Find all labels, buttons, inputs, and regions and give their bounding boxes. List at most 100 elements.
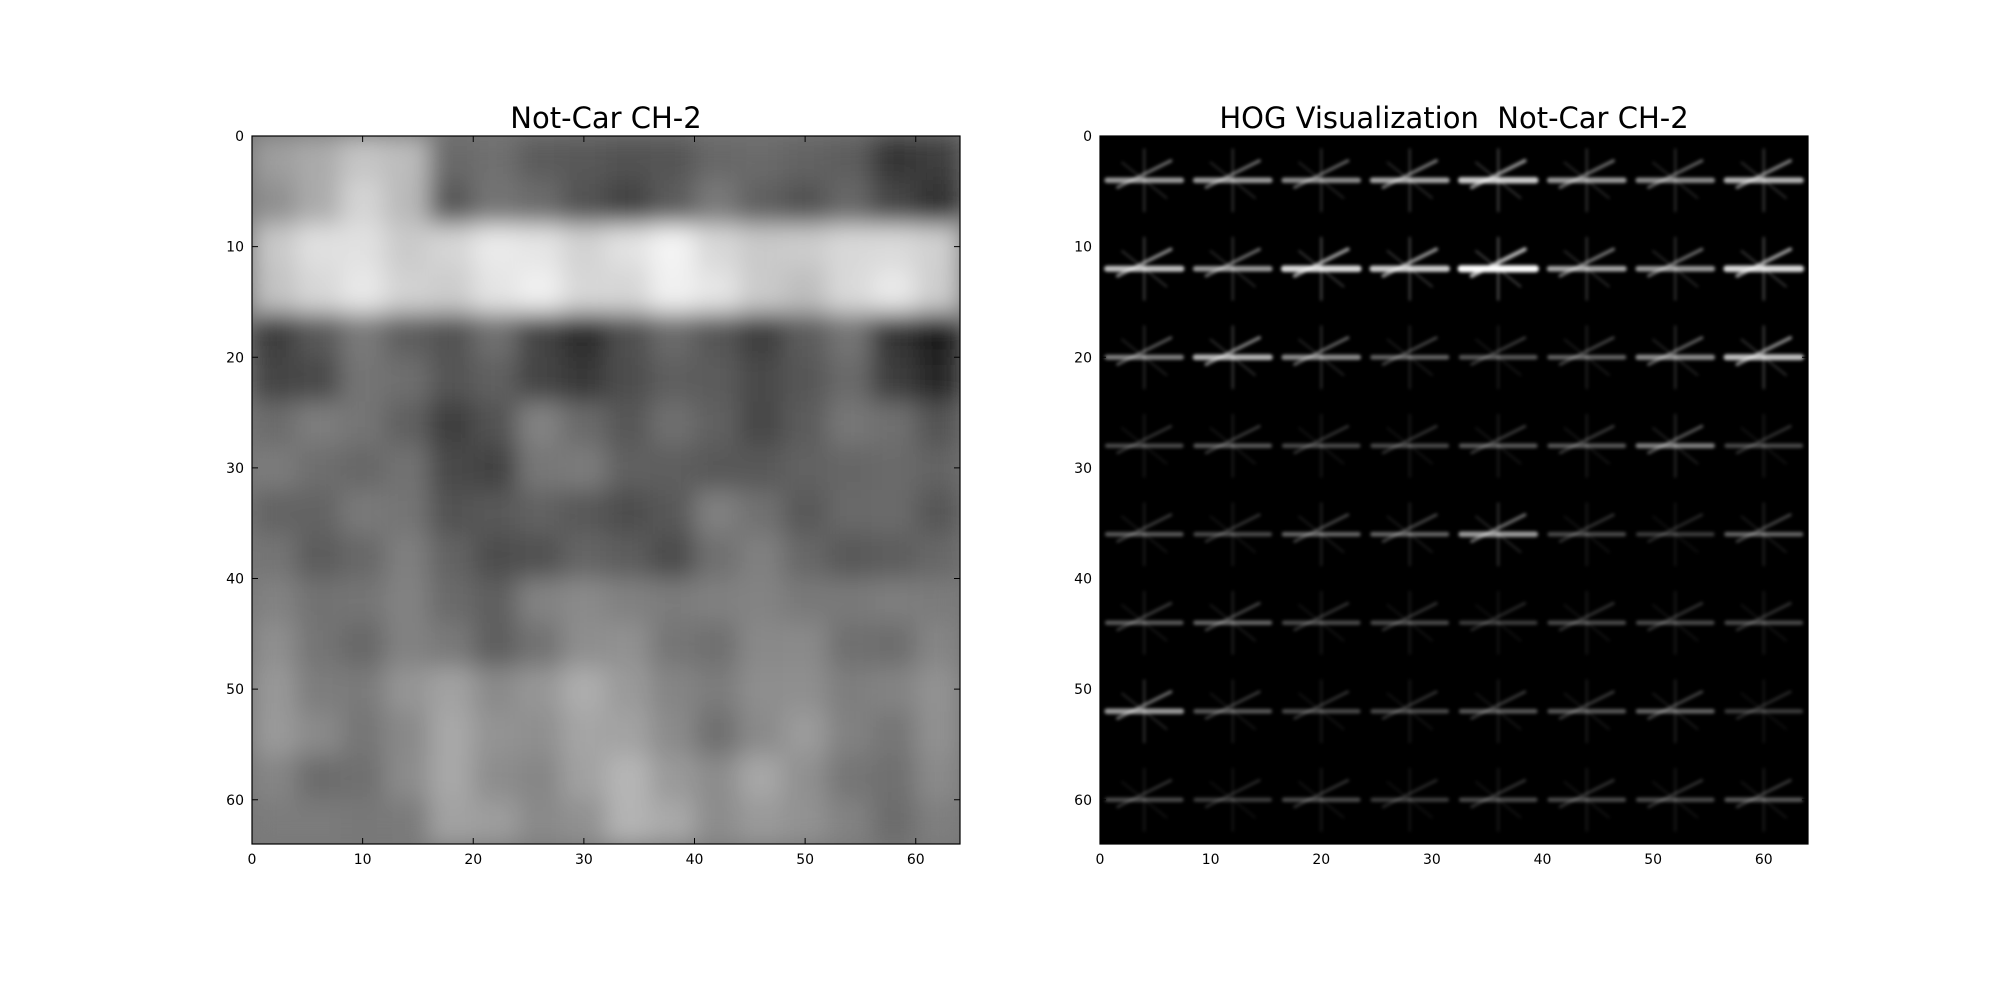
pixel-block xyxy=(429,534,475,580)
pixel-block xyxy=(296,401,342,447)
pixel-block xyxy=(296,622,342,668)
pixel-block xyxy=(561,799,607,844)
pixel-block xyxy=(340,180,386,226)
pixel-block xyxy=(606,490,652,536)
pixel-block xyxy=(827,180,873,226)
pixel-block xyxy=(252,180,298,226)
pixel-block xyxy=(650,180,696,226)
pixel-block xyxy=(517,268,563,314)
pixel-block xyxy=(650,534,696,580)
image-area xyxy=(252,136,960,844)
pixel-block xyxy=(606,136,652,182)
x-tick-label: 50 xyxy=(1644,852,1662,868)
pixel-block xyxy=(384,622,430,668)
pixel-block xyxy=(296,755,342,801)
pixel-block xyxy=(429,268,475,314)
pixel-block xyxy=(871,357,917,403)
pixel-block xyxy=(871,534,917,580)
pixel-block xyxy=(473,755,519,801)
hog-cell xyxy=(1723,148,1804,213)
pixel-block xyxy=(650,667,696,713)
pixel-block xyxy=(473,534,519,580)
pixel-block xyxy=(340,268,386,314)
hog-cell xyxy=(1458,502,1539,567)
pixel-block xyxy=(561,534,607,580)
pixel-block xyxy=(915,313,960,359)
pixel-block xyxy=(384,268,430,314)
pixel-block xyxy=(650,224,696,270)
hog-cell xyxy=(1724,502,1804,567)
pixel-block xyxy=(915,799,960,844)
pixel-block xyxy=(561,490,607,536)
pixel-block xyxy=(517,445,563,491)
pixel-block xyxy=(783,401,829,447)
hog-cell xyxy=(1104,502,1184,567)
pixel-block xyxy=(473,136,519,182)
hog-cell xyxy=(1546,148,1627,213)
pixel-block xyxy=(252,799,298,844)
y-tick-label: 60 xyxy=(1074,793,1092,809)
chart-title: Not-Car CH-2 xyxy=(510,101,701,135)
pixel-block xyxy=(384,534,430,580)
pixel-block xyxy=(738,313,784,359)
hog-cell xyxy=(1280,236,1362,301)
pixel-block xyxy=(783,755,829,801)
hog-cell xyxy=(1723,236,1805,301)
pixel-block xyxy=(561,224,607,270)
pixel-block xyxy=(340,357,386,403)
hog-cell xyxy=(1192,325,1273,390)
hog-cell xyxy=(1369,236,1451,301)
hog-cell xyxy=(1104,148,1185,213)
pixel-block xyxy=(252,268,298,314)
pixel-block xyxy=(473,667,519,713)
pixel-block xyxy=(694,490,740,536)
hog-cell xyxy=(1104,325,1184,390)
pixel-block xyxy=(561,136,607,182)
pixel-block xyxy=(694,667,740,713)
pixel-block xyxy=(606,180,652,226)
pixel-block xyxy=(915,268,960,314)
pixel-block xyxy=(606,622,652,668)
hog-cell xyxy=(1635,148,1716,213)
hog-cell xyxy=(1281,413,1361,478)
pixel-block xyxy=(738,490,784,536)
pixel-block xyxy=(473,578,519,624)
hog-cell xyxy=(1547,767,1627,832)
pixel-block xyxy=(296,313,342,359)
pixel-block xyxy=(429,224,475,270)
pixel-block xyxy=(340,401,386,447)
pixel-block xyxy=(606,755,652,801)
pixel-block xyxy=(694,313,740,359)
pixel-block xyxy=(783,268,829,314)
pixel-block xyxy=(384,578,430,624)
pixel-block xyxy=(384,490,430,536)
pixel-block xyxy=(650,755,696,801)
hog-cell xyxy=(1635,590,1715,655)
pixel-block xyxy=(694,180,740,226)
x-tick-label: 10 xyxy=(1202,852,1220,868)
pixel-block xyxy=(384,711,430,757)
pixel-block xyxy=(915,401,960,447)
pixel-block xyxy=(827,445,873,491)
pixel-block xyxy=(871,755,917,801)
pixel-block xyxy=(384,136,430,182)
pixel-block xyxy=(650,136,696,182)
hog-cell xyxy=(1104,767,1184,832)
pixel-block xyxy=(296,136,342,182)
hog-cell xyxy=(1104,679,1185,744)
pixel-block xyxy=(384,224,430,270)
pixel-block xyxy=(384,799,430,844)
hog-cell xyxy=(1547,590,1627,655)
hog-cell xyxy=(1193,413,1273,478)
pixel-block xyxy=(650,313,696,359)
pixel-block xyxy=(783,357,829,403)
pixel-block xyxy=(252,622,298,668)
pixel-block xyxy=(783,711,829,757)
pixel-block xyxy=(915,578,960,624)
x-tick-label: 20 xyxy=(1312,852,1330,868)
pixel-block xyxy=(871,622,917,668)
pixel-block xyxy=(650,622,696,668)
pixel-block xyxy=(650,357,696,403)
pixel-block xyxy=(429,622,475,668)
pixel-block xyxy=(827,490,873,536)
